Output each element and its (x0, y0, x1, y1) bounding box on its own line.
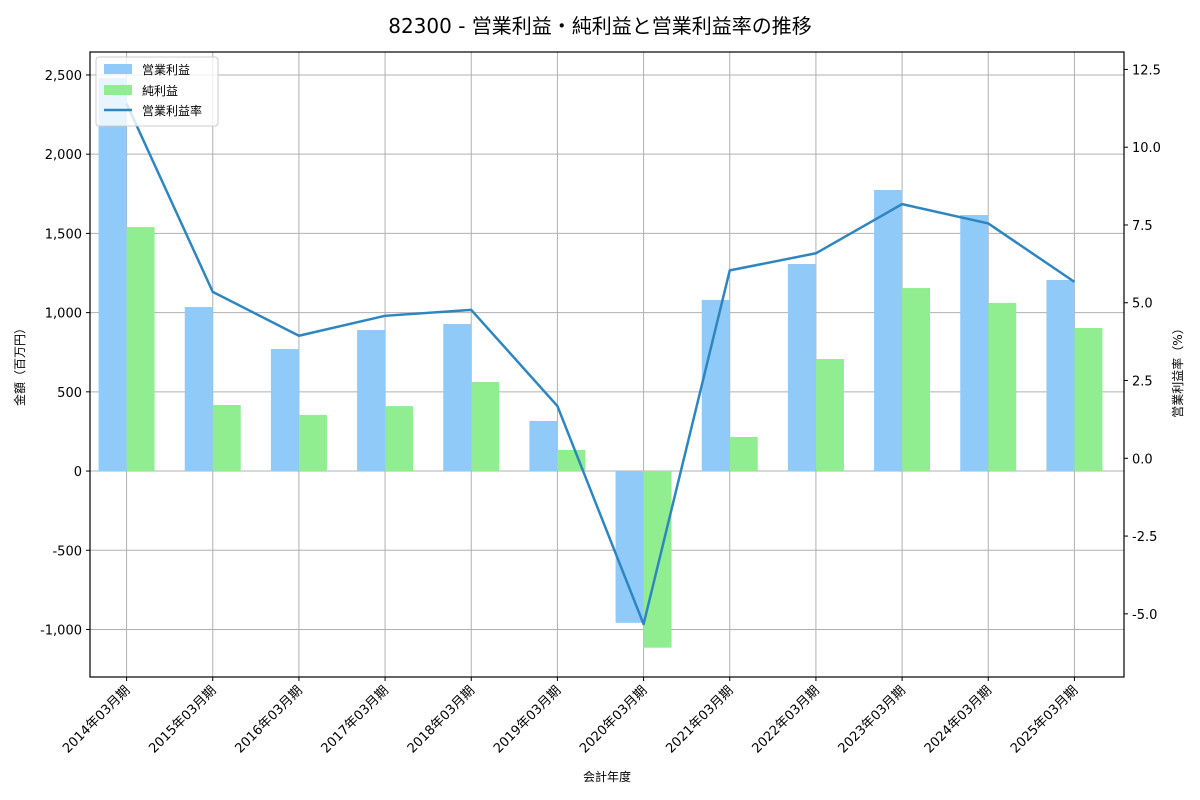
y-axis-right: -5.0 -2.5 0.0 2.5 5.0 7.5 10.0 12.5 (1124, 63, 1161, 623)
y-tick-label: 2,000 (45, 148, 82, 163)
bar-net-profit (212, 404, 241, 472)
x-tick-label: 2018年03月期 (405, 683, 478, 756)
y-tick-label-right: -2.5 (1132, 530, 1157, 545)
x-tick-label: 2024年03月期 (922, 683, 995, 756)
bar-net-profit (385, 406, 414, 472)
x-tick-label: 2021年03月期 (663, 683, 736, 756)
x-tick-label: 2025年03月期 (1008, 683, 1081, 756)
y-tick-label-right: 0.0 (1132, 452, 1153, 467)
y-tick-label-right: 7.5 (1132, 219, 1153, 234)
line-operating-margin (125, 103, 1076, 626)
bar-net-profit (126, 227, 155, 472)
x-tick-label: 2017年03月期 (319, 683, 392, 756)
y-tick-label: 500 (57, 386, 82, 401)
bar-series (98, 78, 1103, 648)
plot-area-frame (89, 51, 1125, 678)
legend-label-operating-margin: 営業利益率 (142, 103, 202, 118)
bar-operating-profit (787, 263, 816, 472)
legend-label-net-profit: 純利益 (142, 84, 178, 98)
legend: 営業利益 純利益 営業利益率 (95, 56, 219, 127)
bar-operating-profit (615, 471, 644, 623)
legend-label-operating-profit: 営業利益 (142, 63, 190, 77)
bar-operating-profit (960, 215, 989, 472)
x-tick-label: 2022年03月期 (749, 683, 822, 756)
bar-net-profit (298, 414, 327, 472)
y-tick-label: -1,000 (40, 623, 82, 638)
bar-operating-profit (270, 349, 299, 472)
bar-operating-profit (98, 78, 127, 472)
x-tick-label: 2019年03月期 (491, 683, 564, 756)
y-axis-left: -1,000 -500 0 500 1,000 1,500 2,000 2,500 (40, 69, 90, 638)
chart-title: 82300 - 営業利益・純利益と営業利益率の推移 (388, 14, 812, 38)
x-tick-label: 2016年03月期 (232, 683, 305, 756)
y-tick-label-right: 2.5 (1132, 375, 1153, 390)
y-tick-label-right: -5.0 (1132, 608, 1157, 623)
bar-operating-profit (874, 189, 903, 472)
y-tick-label: 1,500 (45, 227, 82, 242)
bar-net-profit (902, 288, 931, 472)
x-tick-label: 2014年03月期 (60, 683, 133, 756)
y-axis-label-right: 営業利益率（%） (1170, 322, 1185, 417)
bar-operating-profit (529, 420, 558, 472)
y-tick-label-right: 12.5 (1132, 63, 1161, 78)
bar-net-profit (557, 449, 586, 472)
y-tick-label: 1,000 (45, 307, 82, 322)
y-tick-label: 2,500 (45, 69, 82, 84)
bar-operating-profit (184, 307, 213, 472)
y-tick-label-right: 10.0 (1132, 141, 1161, 156)
bar-net-profit (1074, 327, 1103, 472)
y-tick-label-right: 5.0 (1132, 297, 1153, 312)
x-tick-label: 2015年03月期 (146, 683, 219, 756)
y-axis-label-left: 金額（百万円） (12, 322, 27, 406)
x-axis: 2014年03月期 2015年03月期 2016年03月期 2017年03月期 2018… (60, 677, 1081, 757)
y-tick-label: 0 (74, 465, 82, 480)
x-axis-label: 会計年度 (583, 769, 631, 784)
legend-swatch-operating-profit (104, 64, 132, 74)
y-tick-label: -500 (52, 544, 82, 559)
x-tick-label: 2020年03月期 (577, 683, 650, 756)
bar-net-profit (988, 302, 1017, 472)
bar-net-profit (729, 436, 758, 472)
line-series (125, 103, 1076, 626)
bar-net-profit (643, 471, 672, 648)
bar-net-profit (815, 359, 844, 472)
bar-net-profit (471, 382, 500, 472)
bar-operating-profit (357, 330, 386, 472)
legend-swatch-net-profit (104, 85, 132, 95)
x-tick-label: 2023年03月期 (836, 683, 909, 756)
bar-operating-profit (443, 324, 472, 472)
bar-operating-profit (1046, 279, 1075, 472)
